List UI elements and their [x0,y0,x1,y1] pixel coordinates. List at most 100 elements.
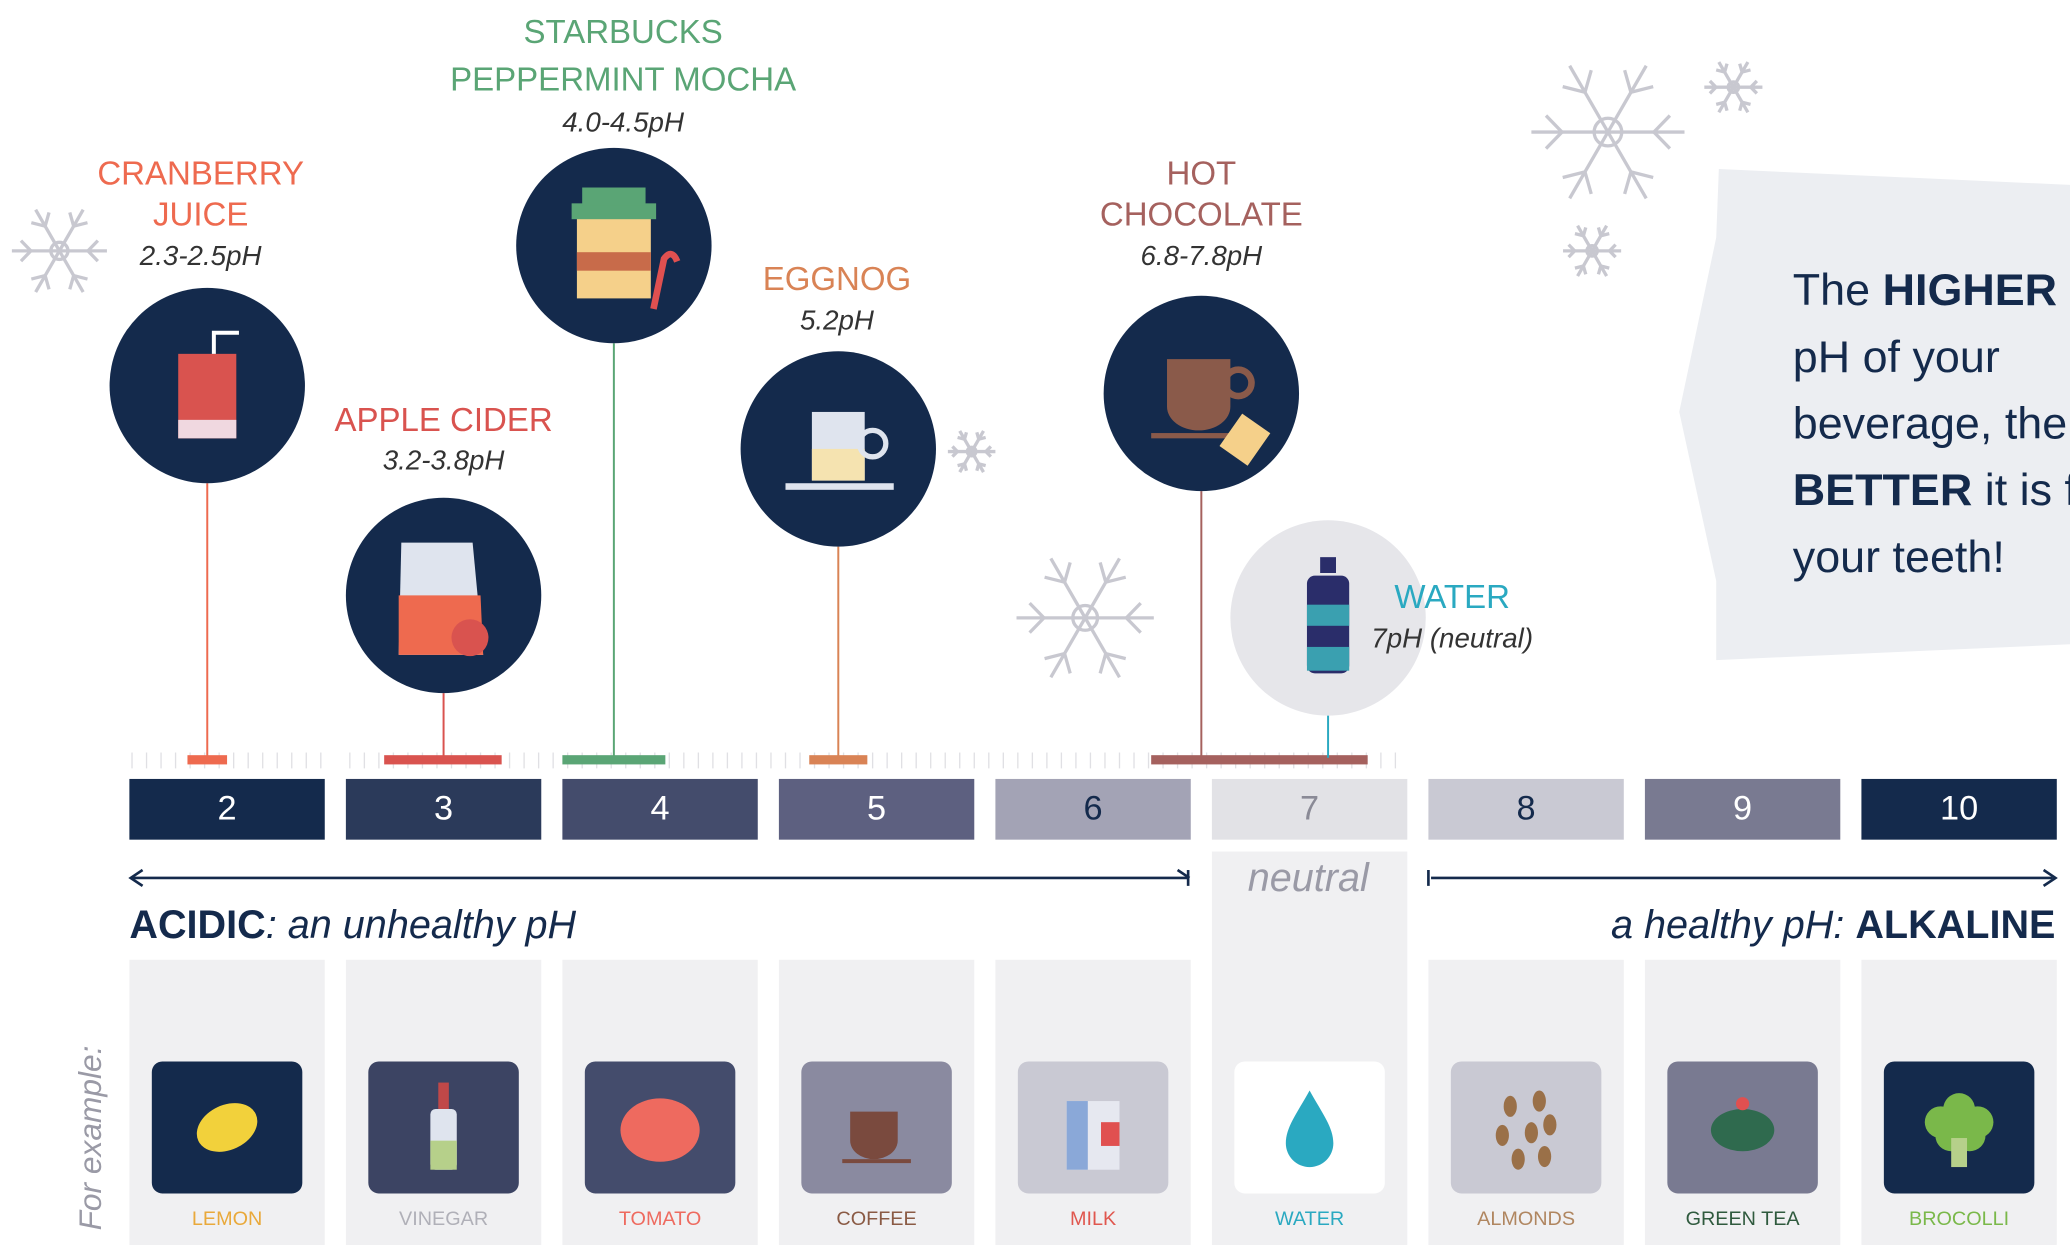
snowflake [1531,66,1684,199]
snowflake-arm [1583,227,1585,235]
snowflake-arm [1740,64,1742,72]
example-icon [1067,1101,1120,1170]
icon-part [1533,1090,1546,1111]
example-name: GREEN TEA [1686,1208,1801,1230]
alkaline-label: a healthy pH: ALKALINE [1611,904,2055,948]
acidic-bold: ACIDIC [129,904,265,948]
beverage-range [809,755,867,764]
scale-label: 4 [651,790,670,828]
alkaline-bold: ALKALINE [1855,904,2055,948]
snowflake-arm [1598,266,1600,274]
snowflake-arm [1625,172,1631,194]
snowflake-arm [958,437,965,439]
snowflake-arm [965,464,967,471]
beverage-range [384,755,501,764]
callout-segment: BETTER [1793,464,1973,515]
example-name: BROCOLLI [1909,1208,2009,1230]
icon-part [850,1112,898,1160]
icon-part [430,1141,456,1170]
snowflake-arm [1030,618,1044,633]
icon-part [1525,1122,1538,1143]
icon-part [1307,647,1349,671]
icon-part [1711,1109,1774,1151]
beverage-ph: 3.2-3.8pH [383,444,506,475]
scale-label: 3 [434,790,453,828]
icon-part [1538,1146,1551,1167]
icon-part [1504,1096,1517,1117]
alkaline-rest: a healthy pH: [1611,904,1855,948]
beverage-range [1151,755,1368,764]
snowflake-arm [1654,132,1670,148]
snowflake-arm [1598,227,1600,235]
example-icon [620,1098,699,1161]
snowflake [948,431,996,472]
snowflake-arm [965,432,967,439]
beverage-ph: 7pH (neutral) [1371,623,1533,654]
icon-part [178,420,236,438]
callout-segment: it is for [1972,464,2070,515]
icon-part [812,449,865,481]
icon-part [842,1159,911,1163]
beverage-name: WATER [1394,578,1509,615]
snowflake-arm [1740,102,1742,110]
scale-label: 6 [1084,790,1103,828]
example-name: LEMON [192,1208,262,1230]
scale-label: 8 [1517,790,1536,828]
acidic-rest: : an unhealthy pH [266,904,577,948]
callout-segment: beverage, the [1793,397,2067,448]
scale-label: 10 [1940,790,1978,828]
example-name: ALMONDS [1477,1208,1575,1230]
beverage-name: PEPPERMINT MOCHA [450,61,796,98]
icon-part [1067,1101,1088,1170]
beverage-name: EGGNOG [763,260,912,297]
example-name: COFFEE [836,1208,916,1230]
beverage-name: HOT [1167,154,1237,191]
icon-part [620,1098,699,1161]
icon-part [1320,557,1336,573]
beverage-name: CRANBERRY [97,154,304,191]
acidic-label: ACIDIC: an unhealthy pH [129,904,576,948]
snowflake-arm [1725,102,1727,110]
snowflake-arm [977,432,979,439]
snowflake-arm [1585,70,1591,92]
callout-segment: your teeth! [1793,531,2005,582]
snowflake-arm [1625,70,1631,92]
snowflake [1017,558,1154,677]
snowflake-arm [1546,132,1562,148]
neutral-label: neutral [1248,856,1370,900]
snowflake-arm [1575,234,1583,236]
beverage-name: JUICE [153,195,248,232]
icon-part [1543,1114,1556,1135]
scale-label: 9 [1733,790,1752,828]
snowflake-arm [1742,102,1750,104]
beverage-range [187,755,227,764]
page: {"beverages":[ {"name":["CRANBERRY","JUI… [0,0,2070,1245]
scale-label: 2 [218,790,237,828]
infographic: neutral ACIDIC: an unhealthy pH a health… [0,0,2070,1245]
snowflake-arm [1716,70,1724,72]
icon-part [577,252,651,270]
beverage-name: APPLE CIDER [334,401,552,438]
example-name: VINEGAR [399,1208,488,1230]
snowflake-arm [977,464,979,471]
callout-segment: The [1793,264,1883,315]
example-name: MILK [1070,1208,1116,1230]
icon-part [1951,1138,1967,1167]
snowflake-arm [70,276,74,290]
snowflake-arm [1065,562,1071,582]
snowflake-arm [1126,603,1140,618]
snowflake-arm [45,212,49,226]
snowflake-arm [1546,116,1562,132]
snowflake-arm [70,212,74,226]
icon-part [785,483,893,490]
icon-part [1167,359,1230,430]
snowflake-arm [979,464,986,466]
snowflake [1563,226,1621,276]
snowflake-arm [1583,266,1585,274]
example-name: WATER [1275,1208,1344,1230]
snowflake-arm [1126,618,1140,633]
callout-segment: pH of your [1793,331,2000,382]
snowflake-arm [1030,603,1044,618]
beverage-ph: 4.0-4.5pH [562,106,685,137]
snowflake-arm [1100,562,1106,582]
